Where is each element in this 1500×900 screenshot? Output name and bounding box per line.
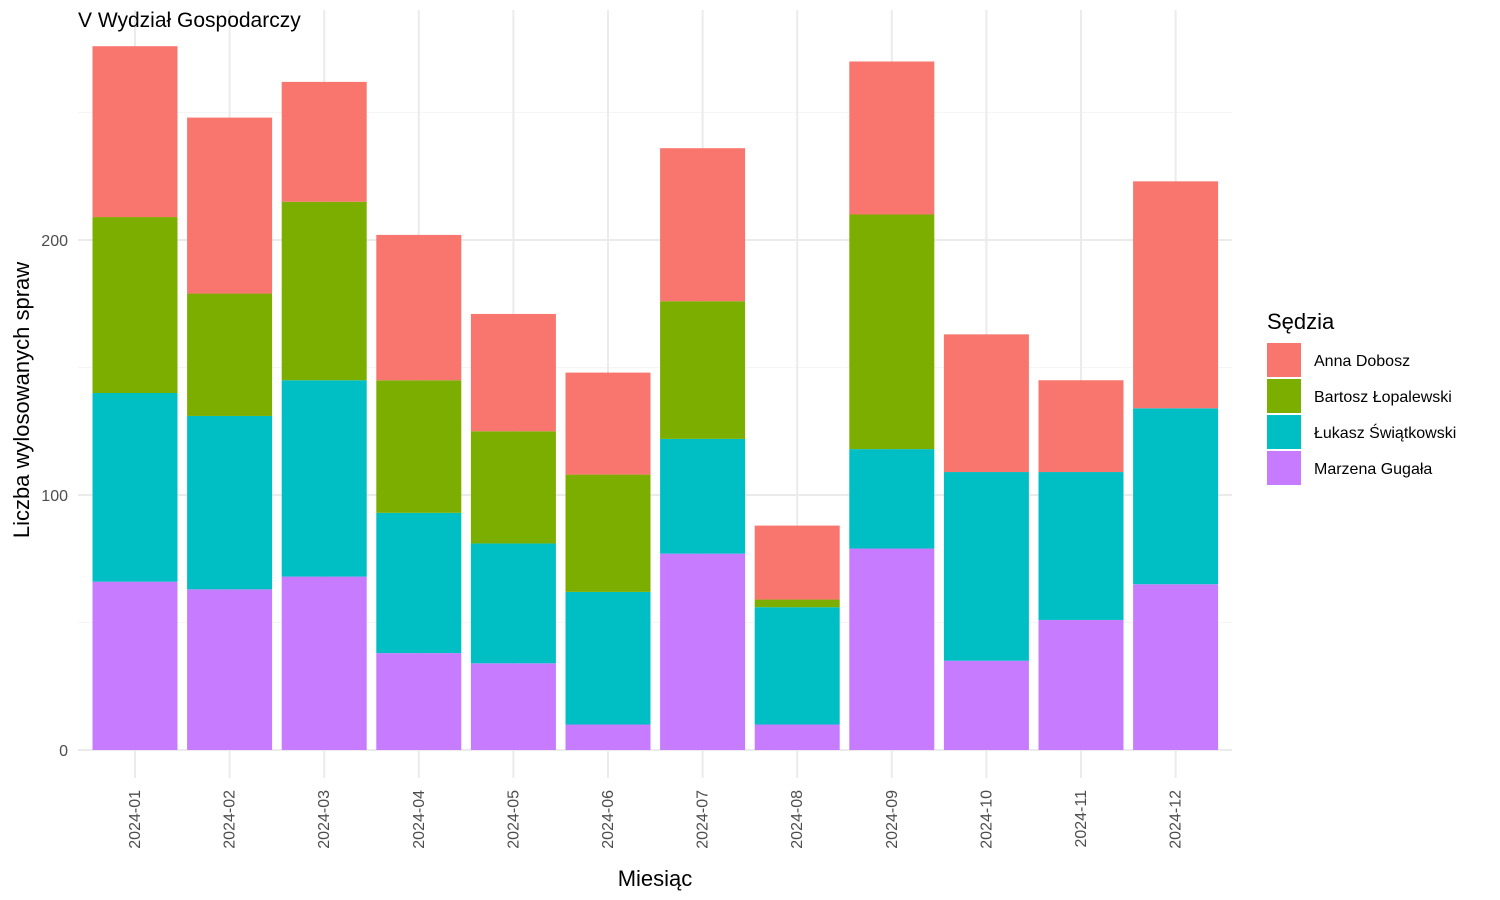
legend-label: Łukasz Świątkowski [1314,423,1456,442]
bar-segment: Łukasz Świątkowski 2024-10: 74 [943,472,1029,661]
bar-segment: Łukasz Świątkowski 2024-09: 39 [849,449,935,549]
bar-segment: Bartosz Łopalewski 2024-09: 92 [849,214,935,450]
bar-segment: Łukasz Świątkowski 2024-07: 45 [660,438,746,554]
bar-segment: Anna Dobosz 2024-10: 54 [943,334,1029,473]
legend-label: Marzena Gugała [1314,461,1432,478]
legend: Sędzia Anna Dobosz Bartosz Łopalewski Łuka… [1267,309,1456,485]
bar-segment: Łukasz Świątkowski 2024-12: 69 [1133,408,1219,585]
bar-segment: Bartosz Łopalewski 2024-02: 48 [187,293,273,416]
x-tick-label: 2024-03 [316,790,333,849]
bar-segment: Marzena Gugała 2024-06: 10 [565,724,651,750]
bar-segment: Łukasz Świątkowski 2024-02: 68 [187,415,273,590]
bar-segment: Łukasz Świątkowski 2024-04: 55 [376,512,462,654]
y-tick-label: 200 [41,233,68,250]
bar-segment: Bartosz Łopalewski 2024-05: 44 [470,431,556,544]
bars: Marzena Gugała 2024-01: 66Łukasz Świątko… [92,46,1219,750]
bar-segment: Bartosz Łopalewski 2024-03: 70 [281,201,367,381]
x-axis-title: Miesiąc [618,866,693,891]
bar-segment: Marzena Gugała 2024-11: 51 [1038,619,1124,750]
x-tick-label: 2024-09 [884,790,901,849]
legend-key [1267,451,1301,485]
x-tick-label: 2024-12 [1168,790,1185,849]
x-tick-label: 2024-11 [1073,790,1090,848]
legend-title: Sędzia [1267,309,1335,334]
bar-segment: Marzena Gugała 2024-08: 10 [754,724,840,750]
bar-segment: Marzena Gugała 2024-01: 66 [92,581,178,750]
bar-segment: Anna Dobosz 2024-06: 40 [565,372,651,475]
bar-segment: Marzena Gugała 2024-07: 77 [660,553,746,750]
bar-segment: Bartosz Łopalewski 2024-07: 54 [660,301,746,439]
bar-segment: Marzena Gugała 2024-05: 34 [470,663,556,750]
chart-title: V Wydział Gospodarczy [78,9,301,32]
bar-segment: Bartosz Łopalewski 2024-08: 3 [754,599,840,608]
bar-segment: Anna Dobosz 2024-11: 36 [1038,380,1124,473]
x-tick-label: 2024-05 [505,790,522,849]
bar-segment: Marzena Gugała 2024-09: 79 [849,548,935,750]
y-tick-label: 100 [41,488,68,505]
bar-segment: Łukasz Świątkowski 2024-06: 52 [565,591,651,725]
x-axis-ticks: 2024-01 2024-02 2024-03 2024-04 2024-05 2024-… [127,790,1185,849]
bar-segment: Anna Dobosz 2024-01: 67 [92,46,178,218]
x-tick-label: 2024-08 [789,790,806,849]
bar-segment: Marzena Gugała 2024-02: 63 [187,589,273,750]
bar-segment: Anna Dobosz 2024-05: 46 [470,313,556,432]
legend-label: Anna Dobosz [1314,353,1410,370]
x-tick-label: 2024-06 [600,790,617,849]
legend-key [1267,343,1301,377]
legend-key [1267,379,1301,413]
bar-segment: Łukasz Świątkowski 2024-11: 58 [1038,472,1124,620]
bar-segment: Anna Dobosz 2024-03: 47 [281,81,367,202]
legend-key [1267,415,1301,449]
y-tick-label: 0 [59,743,68,760]
x-tick-label: 2024-01 [127,790,144,849]
x-tick-label: 2024-04 [411,790,428,849]
bar-segment: Łukasz Świątkowski 2024-08: 46 [754,607,840,725]
bar-segment: Anna Dobosz 2024-07: 60 [660,148,746,302]
bar-segment: Anna Dobosz 2024-09: 60 [849,61,935,215]
bar-segment: Marzena Gugała 2024-04: 38 [376,653,462,750]
bar-segment: Łukasz Świątkowski 2024-03: 77 [281,380,367,577]
bar-segment: Anna Dobosz 2024-12: 89 [1133,181,1219,409]
bar-segment: Anna Dobosz 2024-02: 69 [187,117,273,294]
bar-segment: Bartosz Łopalewski 2024-04: 52 [376,380,462,513]
bar-segment: Bartosz Łopalewski 2024-06: 46 [565,474,651,592]
bar-segment: Marzena Gugała 2024-10: 35 [943,660,1029,750]
legend-label: Bartosz Łopalewski [1314,389,1452,406]
bar-segment: Anna Dobosz 2024-04: 57 [376,234,462,381]
x-tick-label: 2024-10 [978,790,995,849]
bar-segment: Anna Dobosz 2024-08: 29 [754,525,840,600]
bar-segment: Łukasz Świątkowski 2024-05: 47 [470,543,556,664]
bar-segment: Marzena Gugała 2024-12: 65 [1133,584,1219,750]
bar-segment: Marzena Gugała 2024-03: 68 [281,576,367,750]
bar-segment: Bartosz Łopalewski 2024-01: 69 [92,217,178,393]
bar-segment: Łukasz Świątkowski 2024-01: 74 [92,393,178,582]
x-tick-label: 2024-02 [222,790,239,849]
x-tick-label: 2024-07 [695,790,712,849]
y-axis-title: Liczba wylosowanych spraw [9,262,34,538]
y-axis-ticks: 0 100 200 [41,233,68,760]
